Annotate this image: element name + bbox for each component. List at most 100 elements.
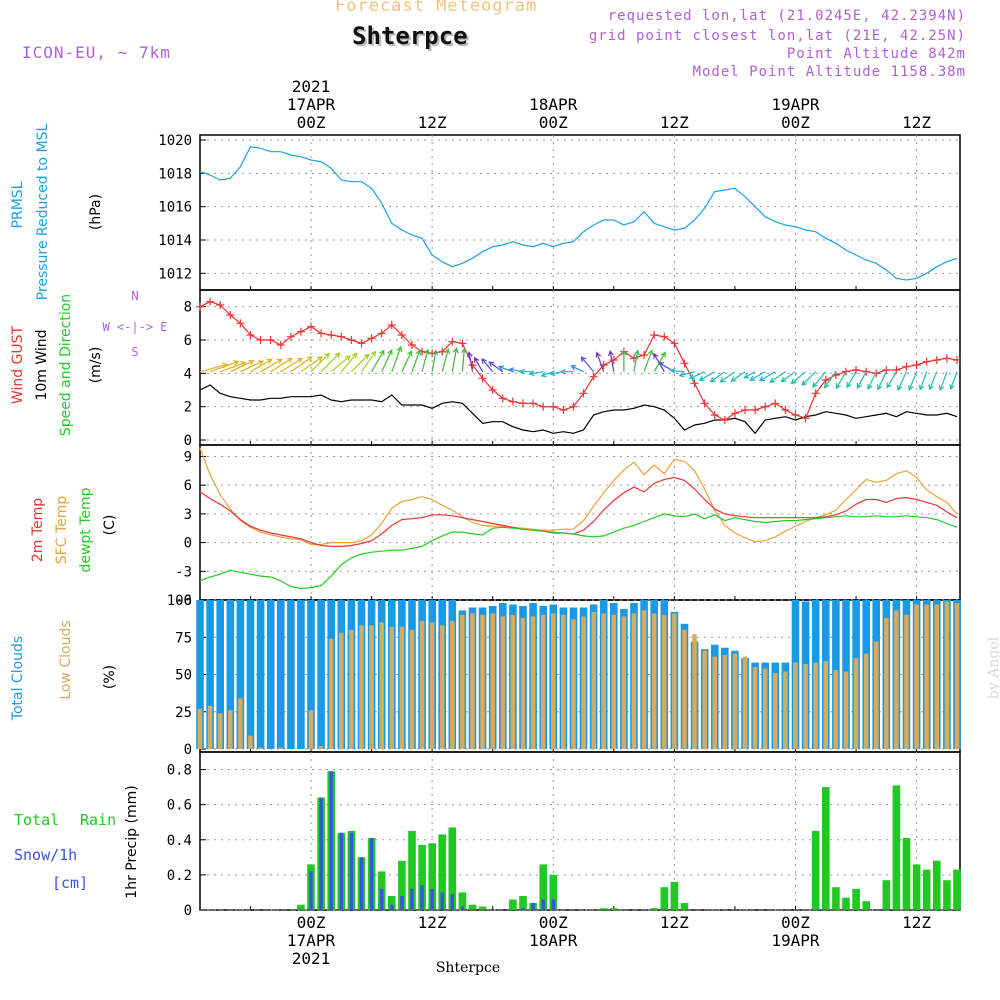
wind-arrow	[608, 349, 615, 372]
snow-bar	[329, 771, 333, 910]
wind-arrow	[320, 352, 341, 373]
low-cloud-bar	[742, 656, 748, 749]
gust-marker	[397, 331, 406, 339]
wind-arrow	[908, 371, 918, 391]
gust-marker	[296, 327, 305, 336]
wind-arrow	[758, 371, 776, 382]
low-cloud-bar	[621, 616, 627, 749]
wind-arrow	[595, 351, 605, 372]
snow-bar	[420, 885, 424, 910]
total-cloud-bar	[307, 600, 315, 749]
rain-bar	[509, 899, 517, 910]
low-cloud-bar	[662, 614, 667, 749]
wind-arrow	[473, 356, 484, 372]
wind-arrow	[897, 371, 908, 392]
snow-unit: [cm]	[52, 874, 88, 892]
model-altitude: Model Point Altitude 1158.38m	[692, 64, 966, 80]
gust-marker	[952, 356, 961, 364]
low-cloud-bar	[651, 613, 657, 749]
gust-marker	[529, 399, 538, 408]
snow-bar	[531, 903, 535, 910]
low-cloud-bar	[359, 625, 364, 749]
gust-marker	[690, 379, 699, 388]
rain-bar	[882, 880, 891, 910]
y-tick-label: 6	[184, 478, 192, 494]
rain-bar	[943, 880, 951, 910]
wind-arrow	[719, 371, 736, 383]
sfc-temp-label: SFC Temp	[54, 496, 70, 565]
total-cloud-bar	[236, 600, 245, 749]
gust-marker	[640, 351, 649, 359]
y-tick-label: 0	[184, 433, 192, 449]
wind-label: 10m Wind	[34, 329, 50, 400]
low-cloud-bar	[874, 641, 879, 749]
low-cloud-bar	[853, 658, 859, 749]
bottom-hour-label: 12Z	[902, 913, 931, 932]
wind-arrow	[801, 371, 817, 386]
gust-marker	[286, 332, 295, 341]
wind-arrow	[559, 368, 574, 375]
pressure-line	[199, 146, 958, 281]
gust-marker	[710, 411, 719, 419]
wind-arrow	[528, 370, 544, 377]
gust-marker	[539, 402, 548, 411]
point-altitude: Point Altitude 842m	[786, 46, 966, 62]
wind-panel	[199, 289, 961, 446]
wind-arrow	[330, 355, 351, 373]
location-title: Shterpce	[352, 22, 468, 50]
gust-marker	[357, 339, 366, 348]
low-cloud-bar	[762, 668, 768, 749]
rain-bar	[811, 831, 820, 910]
y-tick-label: 4	[184, 366, 192, 382]
snow-bar	[359, 857, 364, 910]
snow-bar	[430, 888, 434, 910]
gust-marker	[498, 394, 507, 403]
rain-bar	[902, 838, 911, 910]
wind-arrow	[709, 371, 726, 383]
gust-marker	[488, 386, 497, 394]
wind-arrow	[310, 352, 330, 373]
wind-arrow	[698, 371, 715, 381]
wind-arrow	[633, 349, 640, 372]
low-cloud-bar	[460, 614, 465, 749]
gust-marker	[468, 361, 477, 369]
wind-arrow	[401, 350, 413, 372]
snow-bar	[521, 908, 525, 910]
snow-bar	[309, 871, 313, 910]
low-cloud-bar	[238, 698, 243, 750]
low-cloud-bar	[601, 613, 606, 749]
gust-line	[199, 301, 958, 421]
total-cloud-bar	[297, 600, 305, 749]
y-tick-label: 6	[184, 333, 192, 349]
rain-label: Rain	[80, 811, 116, 829]
low-cloud-bar	[783, 671, 788, 749]
total-cloud-bar	[246, 600, 255, 749]
gust-marker	[387, 321, 396, 329]
low-cloud-bar	[823, 661, 828, 749]
total-cloud-bar	[196, 600, 204, 749]
y-tick-label: 8	[184, 300, 192, 316]
gust-marker	[922, 357, 931, 366]
gust-marker	[589, 372, 598, 381]
low-cloud-bar	[561, 614, 566, 749]
wind-arrow	[497, 365, 514, 373]
gust-marker	[751, 406, 760, 414]
wind-arrow	[823, 371, 837, 389]
wind-arrow	[835, 371, 847, 390]
low-cloud-bar	[379, 622, 384, 750]
low-cloud-bar	[339, 632, 344, 749]
top-hour-label: 12Z	[660, 113, 689, 132]
wind-arrow	[790, 371, 806, 385]
rain-bar	[862, 901, 870, 910]
low-cloud-bar	[308, 710, 314, 749]
wind-arrow	[877, 371, 887, 391]
requested-coords: requested lon,lat (21.0245E, 42.2394N)	[607, 8, 966, 24]
gust-marker	[367, 334, 376, 343]
low-cloud-bar	[540, 614, 546, 749]
low-cloud-bar	[207, 705, 213, 749]
sfc-temp-line	[199, 447, 958, 546]
gust-marker	[518, 399, 527, 408]
gust-marker	[307, 322, 316, 331]
rain-bar	[458, 892, 467, 910]
gust-marker	[246, 331, 255, 339]
